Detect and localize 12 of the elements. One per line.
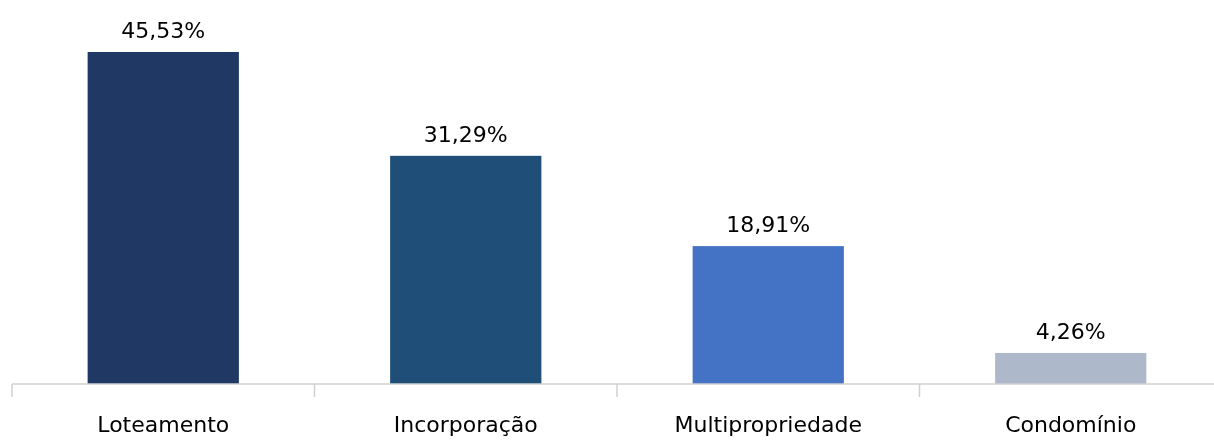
data-label: 4,26%: [1035, 318, 1106, 344]
bar: [87, 52, 239, 384]
x-tick-label: Multipropriedade: [674, 412, 862, 437]
x-tick-label: Incorporação: [393, 412, 538, 437]
data-label: 45,53%: [121, 18, 206, 43]
bar: [692, 246, 844, 384]
x-tick-label: Condomínio: [1005, 412, 1137, 437]
bar: [390, 155, 542, 384]
data-label: 18,91%: [726, 212, 811, 238]
data-label: 31,29%: [423, 121, 508, 147]
x-tick-label: Loteamento: [97, 412, 230, 437]
bar: [995, 352, 1147, 384]
